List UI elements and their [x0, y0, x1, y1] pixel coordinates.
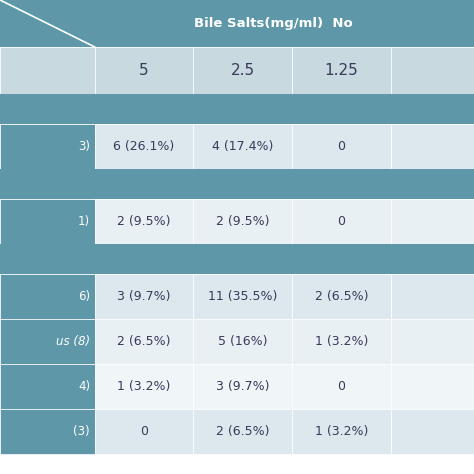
- Bar: [95, 199, 193, 244]
- Bar: [0, 0, 95, 47]
- Bar: [391, 274, 474, 319]
- Bar: [0, 199, 95, 244]
- Bar: [391, 319, 474, 364]
- Bar: [391, 409, 474, 454]
- Bar: [193, 274, 292, 319]
- Bar: [391, 364, 474, 409]
- Text: 11 (35.5%): 11 (35.5%): [208, 290, 277, 303]
- Text: 3): 3): [78, 140, 90, 153]
- Bar: [391, 47, 474, 94]
- Bar: [292, 124, 391, 169]
- Text: 2 (9.5%): 2 (9.5%): [118, 215, 171, 228]
- Text: 4): 4): [78, 380, 90, 393]
- Bar: [292, 274, 391, 319]
- Bar: [0, 364, 95, 409]
- Bar: [193, 409, 292, 454]
- Bar: [95, 124, 193, 169]
- Bar: [292, 409, 391, 454]
- Bar: [95, 0, 474, 47]
- Text: Bile Salts(mg/ml)  No: Bile Salts(mg/ml) No: [194, 17, 352, 30]
- Text: 2 (9.5%): 2 (9.5%): [216, 215, 269, 228]
- Bar: [95, 364, 193, 409]
- Bar: [95, 409, 193, 454]
- Text: 1 (3.2%): 1 (3.2%): [315, 335, 368, 348]
- Text: us (8): us (8): [56, 335, 90, 348]
- Text: 6 (26.1%): 6 (26.1%): [113, 140, 175, 153]
- Bar: [193, 124, 292, 169]
- Text: 5: 5: [139, 63, 149, 78]
- Bar: [193, 364, 292, 409]
- Text: 0: 0: [337, 380, 345, 393]
- Text: 1 (3.2%): 1 (3.2%): [315, 425, 368, 438]
- Bar: [0, 274, 95, 319]
- Bar: [0, 169, 95, 199]
- Bar: [0, 124, 95, 169]
- Text: 3 (9.7%): 3 (9.7%): [118, 290, 171, 303]
- Text: 2.5: 2.5: [231, 63, 255, 78]
- Bar: [193, 319, 292, 364]
- Text: 2 (6.5%): 2 (6.5%): [315, 290, 368, 303]
- Bar: [292, 47, 391, 94]
- Bar: [95, 94, 474, 124]
- Bar: [95, 169, 474, 199]
- Text: 0: 0: [140, 425, 148, 438]
- Text: 0: 0: [337, 215, 345, 228]
- Bar: [0, 47, 95, 94]
- Bar: [95, 274, 193, 319]
- Text: 1.25: 1.25: [324, 63, 358, 78]
- Bar: [193, 199, 292, 244]
- Text: (3): (3): [73, 425, 90, 438]
- Text: 5 (16%): 5 (16%): [218, 335, 267, 348]
- Text: 1 (3.2%): 1 (3.2%): [118, 380, 171, 393]
- Bar: [0, 409, 95, 454]
- Text: 4 (17.4%): 4 (17.4%): [212, 140, 273, 153]
- Text: 0: 0: [337, 140, 345, 153]
- Bar: [292, 199, 391, 244]
- Bar: [95, 319, 193, 364]
- Bar: [0, 94, 95, 124]
- Text: 6): 6): [78, 290, 90, 303]
- Bar: [95, 244, 474, 274]
- Bar: [292, 319, 391, 364]
- Text: 2 (6.5%): 2 (6.5%): [216, 425, 269, 438]
- Bar: [0, 319, 95, 364]
- Text: 2 (6.5%): 2 (6.5%): [118, 335, 171, 348]
- Bar: [193, 47, 292, 94]
- Text: 3 (9.7%): 3 (9.7%): [216, 380, 269, 393]
- Bar: [391, 124, 474, 169]
- Text: 1): 1): [78, 215, 90, 228]
- Bar: [292, 364, 391, 409]
- Bar: [391, 199, 474, 244]
- Bar: [0, 244, 95, 274]
- Bar: [95, 47, 193, 94]
